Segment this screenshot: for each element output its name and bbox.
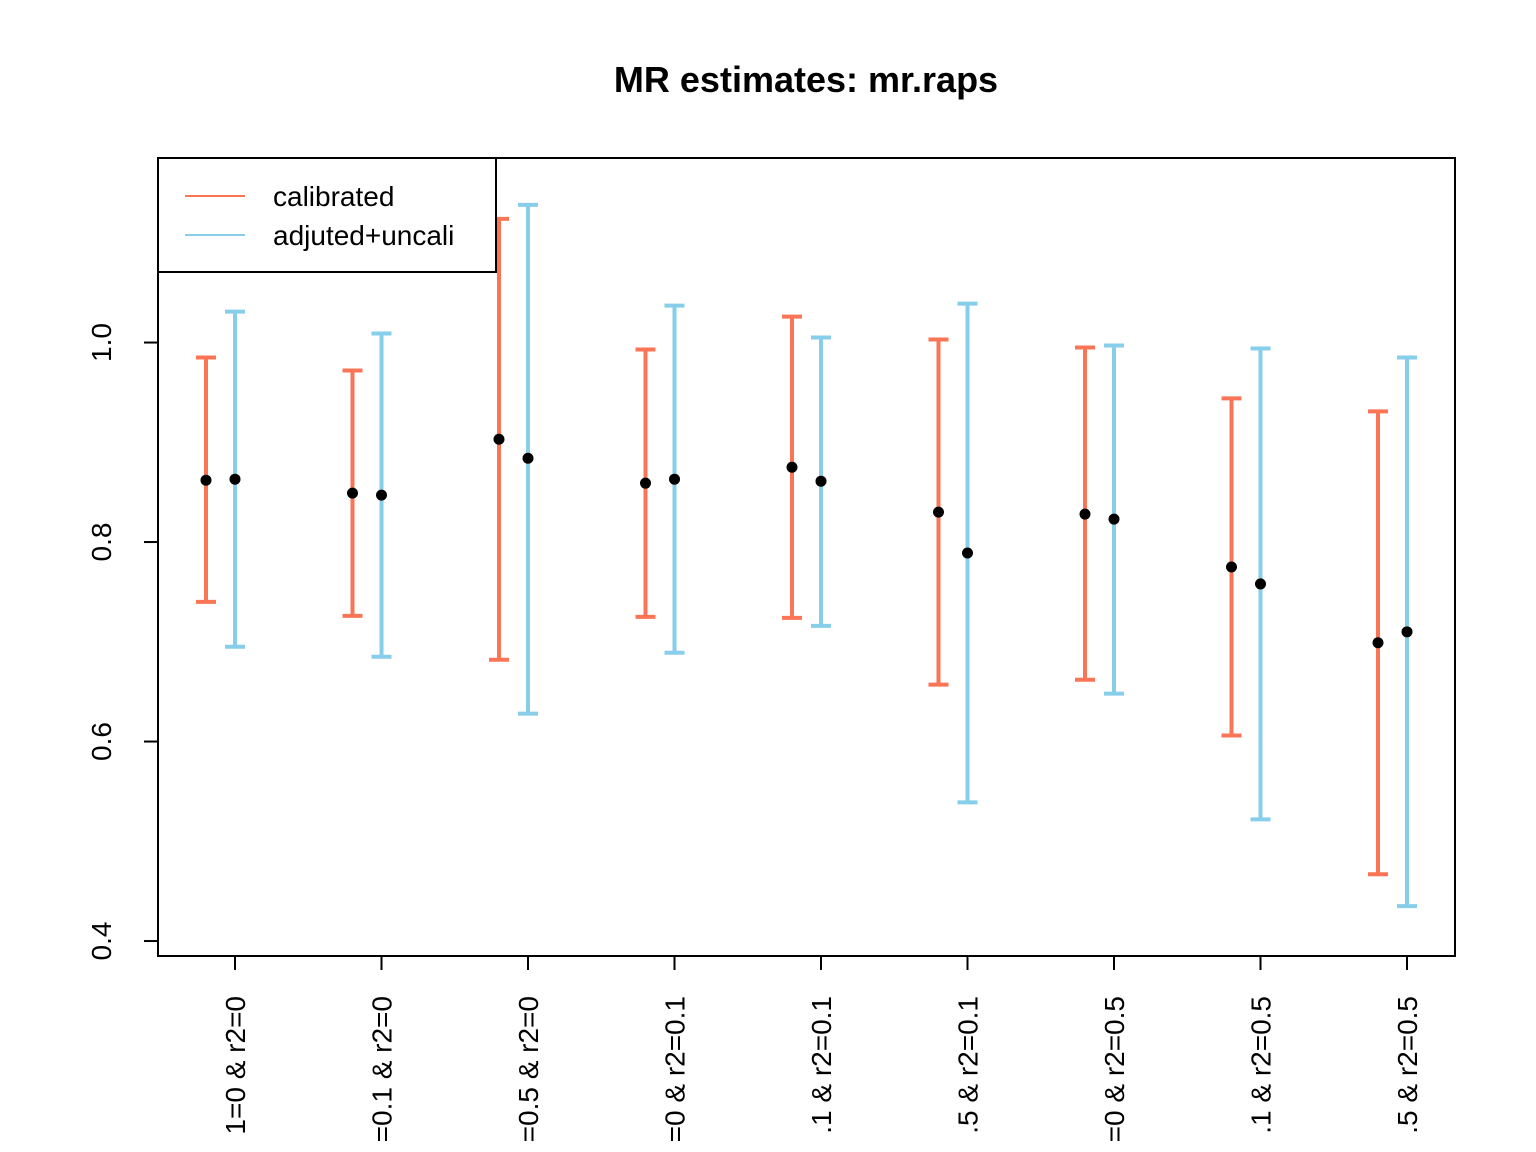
estimate-point: [1372, 637, 1384, 649]
estimate-point: [1226, 561, 1237, 573]
estimate-point: [669, 473, 680, 485]
estimate-point: [933, 506, 944, 518]
estimate-point: [1401, 626, 1413, 638]
estimate-point: [493, 433, 505, 445]
x-tick-label: =0.1 & r2=0: [367, 996, 398, 1142]
estimate-point: [962, 547, 973, 559]
estimate-point: [1079, 508, 1091, 520]
legend-label: adjuted+uncali: [273, 220, 454, 251]
legend: calibrated adjuted+uncali: [157, 157, 497, 273]
x-tick-label: =0 & r2=0.5: [1099, 996, 1130, 1142]
estimate-point: [347, 487, 358, 499]
estimate-point: [786, 461, 798, 473]
plot-area: [196, 202, 1417, 909]
legend-box: [157, 157, 497, 273]
estimate-point: [376, 489, 387, 501]
y-tick-label: 0.8: [86, 523, 117, 562]
x-tick-label: 1=0 & r2=0: [220, 996, 251, 1135]
chart-title: MR estimates: mr.raps: [614, 59, 998, 100]
estimate-point: [229, 473, 241, 485]
x-tick-label: =0.5 & r2=0: [513, 996, 544, 1142]
x-tick-label: .5 & r2=0.1: [953, 996, 984, 1134]
y-tick-label: 0.6: [86, 722, 117, 761]
estimate-point: [200, 474, 212, 486]
x-tick-label: .5 & r2=0.5: [1392, 996, 1423, 1134]
estimate-point: [640, 477, 651, 489]
x-tick-label: .1 & r2=0.5: [1246, 996, 1277, 1134]
estimate-point: [1108, 513, 1120, 525]
legend-label: calibrated: [273, 181, 394, 212]
estimate-point: [522, 452, 534, 464]
estimate-point: [1255, 578, 1266, 590]
x-tick-label: =0 & r2=0.1: [660, 996, 691, 1142]
y-tick-label: 0.4: [86, 922, 117, 961]
axes: 0.4 0.6 0.8 1.0 1=0 & r2=0 =0.1 & r2=0 =0.5 & …: [86, 157, 1456, 1142]
y-tick-label: 1.0: [86, 323, 117, 362]
x-tick-label: .1 & r2=0.1: [806, 996, 837, 1134]
estimate-point: [815, 475, 827, 487]
